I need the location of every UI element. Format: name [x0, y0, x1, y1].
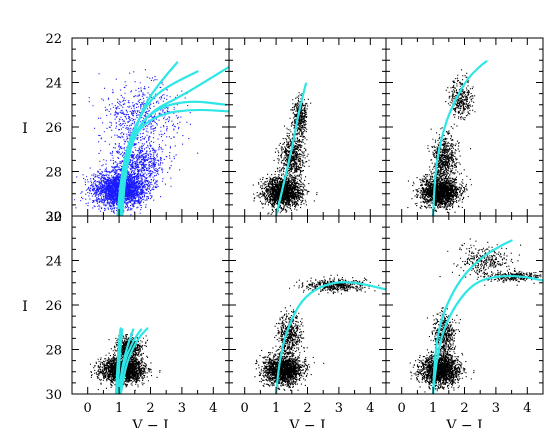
x-tick-label: 3	[335, 401, 343, 416]
isochrone-line	[275, 82, 308, 216]
x-tick-label: 0	[84, 401, 92, 416]
scatter-points	[252, 92, 318, 216]
panel-bottom-middle: 0 1 2 3 4 V − I	[228, 215, 387, 428]
y-tick-label: 24	[45, 255, 62, 270]
y-tick-label: 28	[45, 166, 62, 181]
isochrone-line	[275, 281, 386, 394]
ticks	[385, 215, 544, 395]
ticks	[71, 37, 230, 217]
scatter-point	[74, 69, 199, 216]
y-tick-label: 24	[45, 77, 62, 92]
ticks	[228, 215, 387, 395]
x-tick-label: 3	[178, 401, 186, 416]
panel-frame	[228, 37, 387, 217]
ticks	[71, 215, 230, 395]
ticks	[228, 37, 387, 217]
isochrone-line	[118, 328, 143, 394]
x-tick-label: 0	[398, 401, 406, 416]
scatter-point	[254, 274, 380, 394]
x-axis-label: V − I	[288, 418, 325, 428]
panel-top-middle	[228, 37, 387, 217]
isochrone-line	[119, 327, 149, 394]
panel-frame	[71, 37, 230, 217]
y-tick-label: 30	[45, 388, 62, 403]
y-tick-label: 30	[45, 210, 62, 225]
y-tick-label: 28	[45, 344, 62, 359]
panel-bottom-left: 22 24 26 28 30 I 0 1 2 3 4 V − I	[22, 210, 230, 428]
x-tick-label: 4	[209, 401, 217, 416]
x-axis-label: V − I	[131, 418, 168, 428]
panel-frame	[385, 215, 544, 395]
x-tick-label: 3	[492, 401, 500, 416]
panel-top-left: 22 24 26 28 30 I	[22, 32, 230, 225]
scatter-point	[407, 69, 476, 216]
scatter-points	[407, 69, 476, 216]
scatter-points	[409, 238, 543, 394]
y-tick-label: 22	[45, 210, 62, 225]
x-tick-label: 2	[303, 401, 311, 416]
y-tick-label: 26	[45, 299, 62, 314]
x-tick-label: 2	[460, 401, 468, 416]
isochrone-line	[432, 60, 488, 216]
x-tick-label: 4	[366, 401, 374, 416]
x-axis-label: V − I	[445, 418, 482, 428]
x-tick-label: 0	[241, 401, 249, 416]
x-tick-label: 1	[429, 401, 437, 416]
x-tick-label: 1	[272, 401, 280, 416]
scatter-points	[254, 274, 380, 394]
x-tick-label: 4	[523, 401, 531, 416]
scatter-points	[74, 69, 199, 216]
scatter-point	[252, 92, 318, 216]
y-tick-label: 22	[45, 32, 62, 47]
panel-frame	[71, 215, 230, 395]
y-tick-label: 26	[45, 121, 62, 136]
isochrone-line	[432, 274, 543, 394]
isochrone-line	[119, 100, 227, 216]
panel-bottom-right: 0 1 2 3 4 V − I	[385, 215, 544, 428]
y-axis-label: I	[22, 121, 28, 137]
x-tick-label: 1	[115, 401, 123, 416]
isochrone-line	[114, 327, 122, 394]
isochrone-line	[121, 108, 229, 216]
x-tick-label: 2	[146, 401, 154, 416]
isochrone-line	[116, 328, 124, 394]
isochrone-line	[432, 239, 513, 394]
isochrone-line	[116, 70, 199, 216]
panel-top-right	[385, 37, 544, 217]
scatter-point	[409, 238, 543, 394]
y-axis-label: I	[22, 299, 28, 315]
